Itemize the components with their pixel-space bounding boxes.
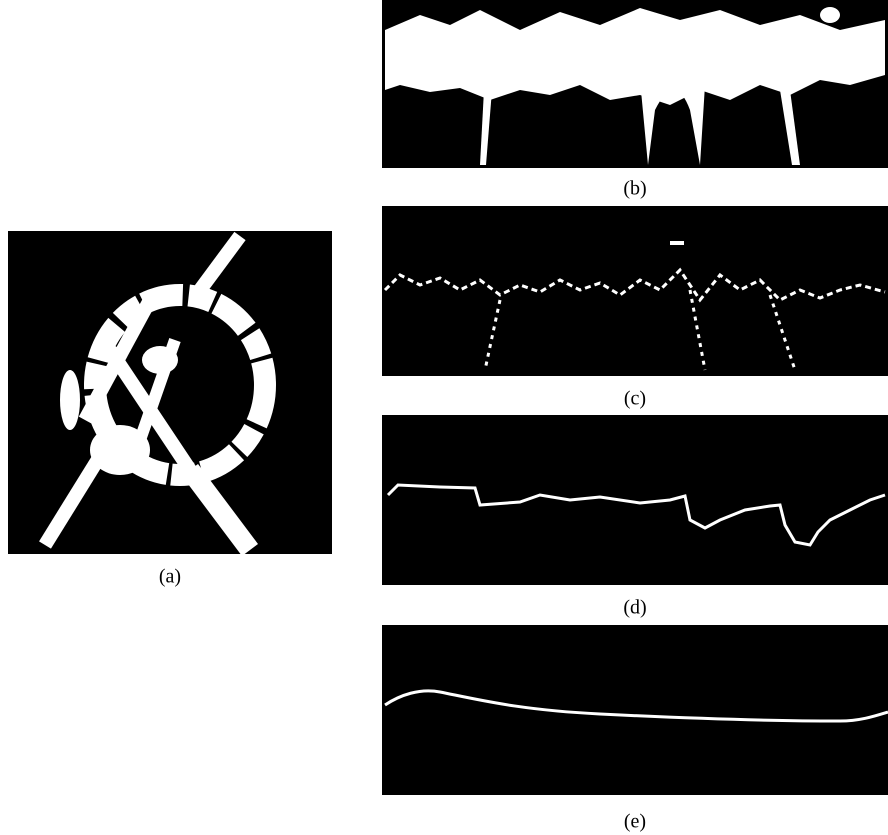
panel-e-image (382, 625, 888, 795)
page: {"panels": [{"label": "(a)"}, {"label": … (0, 0, 888, 835)
panel-a-image (8, 231, 332, 554)
figure: (a) (b) (c) (d) (e) (0, 0, 888, 835)
panel-label: (b) (623, 178, 646, 200)
panel-label: (a) (159, 566, 181, 588)
panel-label: (d) (623, 597, 646, 619)
panel-label: (c) (624, 388, 646, 410)
panel-d-image (382, 415, 888, 585)
panel-c-image (382, 206, 888, 376)
panel-b-image (382, 0, 888, 168)
panel-label: (e) (624, 811, 646, 833)
